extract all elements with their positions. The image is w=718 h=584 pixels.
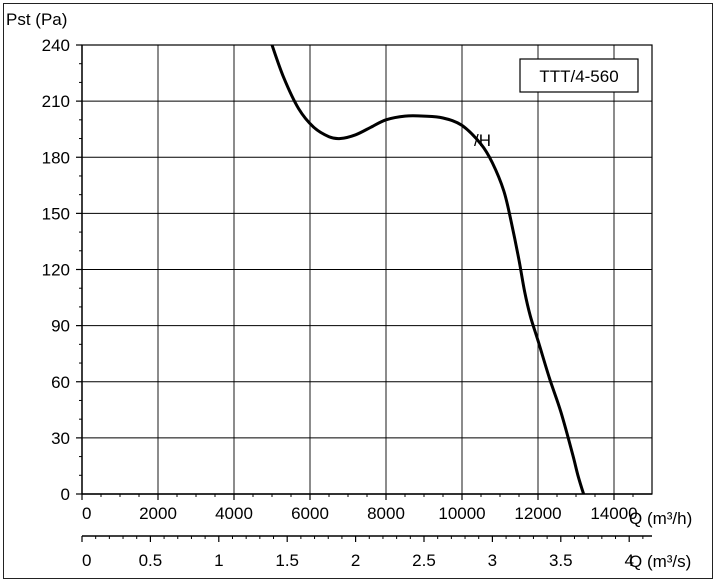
x-tick-label: 4000	[215, 504, 253, 523]
y-tick-label: 240	[42, 36, 70, 55]
model-label: TTT/4-560	[539, 67, 618, 86]
y-tick-label: 30	[51, 429, 70, 448]
chart-frame	[3, 3, 713, 579]
y-tick-label: 90	[51, 317, 70, 336]
x-tick-label: 10000	[438, 504, 485, 523]
x-tick-label: 14000	[590, 504, 637, 523]
x2-tick-label: 4	[624, 551, 633, 570]
x2-tick-label: 0.5	[139, 551, 163, 570]
series-label: /H	[474, 131, 491, 150]
x-tick-label: 2000	[139, 504, 177, 523]
x2-tick-label: 1	[214, 551, 223, 570]
series-line-h	[270, 44, 586, 495]
x2-tick-label: 3	[488, 551, 497, 570]
grid	[81, 44, 653, 495]
y-tick-label: 180	[42, 148, 70, 167]
x-tick-label: 6000	[291, 504, 329, 523]
x-axis-primary-label: Q (m³/h)	[629, 509, 692, 528]
model-label-box	[519, 58, 639, 93]
x-axis-secondary: 0 0.5 1 1.5 2 2.5 3 3.5 4	[81, 535, 652, 570]
y-axis: 0 30 60 90 120 150 180 210 240	[42, 36, 83, 504]
x-axis-primary: 0 2000 4000 6000 8000 10000 12000 14000	[81, 493, 652, 523]
x2-tick-label: 0	[82, 551, 91, 570]
y-tick-label: 210	[42, 92, 70, 111]
x-axis-secondary-label: Q (m³/s)	[629, 552, 691, 571]
x2-tick-label: 3.5	[549, 551, 573, 570]
y-tick-label: 60	[51, 373, 70, 392]
y-axis-label: Pst (Pa)	[6, 10, 67, 29]
x2-tick-label: 2	[351, 551, 360, 570]
y-tick-label: 150	[42, 204, 70, 223]
y-tick-label: 0	[61, 485, 70, 504]
x2-tick-label: 2.5	[412, 551, 436, 570]
x-tick-label: 0	[82, 504, 91, 523]
x-tick-label: 12000	[514, 504, 561, 523]
x2-tick-label: 1.5	[275, 551, 299, 570]
x-tick-label: 8000	[367, 504, 405, 523]
y-tick-label: 120	[42, 261, 70, 280]
